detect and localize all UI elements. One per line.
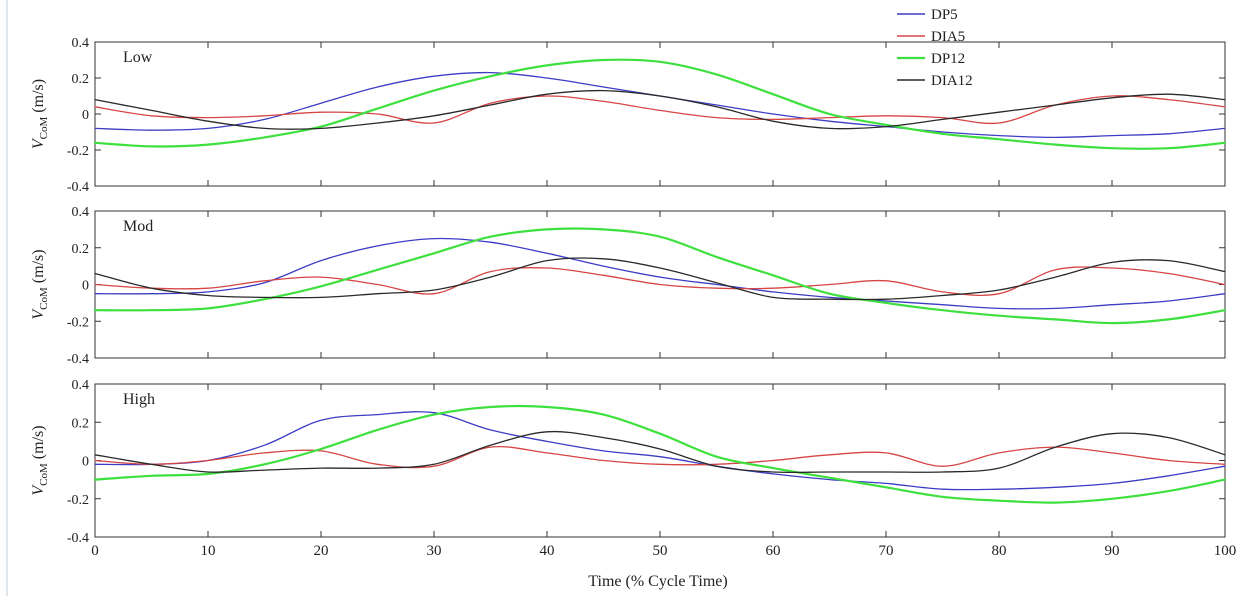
panel-low: -0.4 -0.2 0 0.2 0.4 Low VCoM (m/s): [30, 36, 1227, 195]
y-tick-label: 0.4: [72, 378, 90, 393]
x-tick-label: 90: [1105, 543, 1120, 559]
panel-high: -0.4 -0.2 0 0.2 0.4 0 10 20 30 40 50 60 70 80 90 100 Hig…: [30, 378, 1236, 559]
y-tick-label: -0.4: [67, 352, 89, 367]
y-tick-label: -0.2: [67, 493, 89, 508]
y-tick-label: 0.2: [72, 72, 90, 87]
x-tick-label: 10: [201, 543, 216, 559]
series-line-dia12: [94, 430, 1226, 474]
y-tick-label: -0.2: [67, 315, 89, 330]
series-line-dia12: [94, 89, 1226, 130]
y-tick-label: 0.4: [72, 205, 90, 220]
panel-title: Mod: [123, 218, 153, 235]
series-line-dp12: [93, 227, 1227, 325]
x-tick-label: 30: [427, 543, 442, 559]
series-line-dp12: [93, 404, 1227, 504]
legend-label-dp12: DP12: [931, 51, 965, 67]
y-tick-label: 0: [82, 108, 89, 123]
y-axis-label: VCoM (m/s): [30, 79, 50, 149]
series-line-dia5: [94, 266, 1226, 296]
y-tick-label: -0.2: [67, 144, 89, 159]
panels-group: -0.4 -0.2 0 0.2 0.4 Low VCoM (m/s) -0.4 -0.2 0 0.2…: [30, 36, 1236, 559]
x-tick-label: 60: [766, 543, 781, 559]
y-tick-label: 0: [82, 455, 89, 470]
panel-mod: -0.4 -0.2 0 0.2 0.4 Mod VCoM (m/s): [30, 205, 1227, 367]
y-tick-label: 0.4: [72, 36, 90, 51]
legend: DP5 DIA5 DP12 DIA12: [897, 7, 973, 89]
series-line-dp5: [94, 237, 1226, 310]
y-tick-label: 0.2: [72, 242, 90, 257]
y-tick-label: 0: [82, 279, 89, 294]
x-tick-label: 80: [992, 543, 1007, 559]
page-edge-rule: [6, 0, 8, 596]
x-tick-label: 20: [314, 543, 329, 559]
x-tick-label: 40: [540, 543, 555, 559]
x-tick-label: 70: [879, 543, 894, 559]
legend-label-dia12: DIA12: [931, 73, 973, 89]
plot-frame: [94, 41, 1226, 187]
y-axis-label: VCoM (m/s): [30, 249, 50, 319]
x-tick-label: 50: [653, 543, 668, 559]
y-tick-label: -0.4: [67, 180, 89, 195]
y-axis-label: VCoM (m/s): [30, 425, 50, 495]
panel-title: Low: [123, 49, 153, 66]
series-line-dia12: [94, 257, 1226, 301]
series-line-dia5: [94, 95, 1226, 125]
x-tick-label: 0: [91, 543, 99, 559]
plot-frame: [94, 383, 1226, 538]
y-tick-label: -0.4: [67, 531, 89, 546]
series-line-dp12: [93, 58, 1227, 150]
y-tick-label: 0.2: [72, 416, 90, 431]
legend-label-dia5: DIA5: [931, 29, 965, 45]
x-tick-label: 100: [1214, 543, 1237, 559]
x-axis-label: Time (% Cycle Time): [588, 573, 727, 590]
series-line-dp5: [94, 411, 1226, 491]
series-line-dia5: [94, 445, 1226, 469]
panel-title: High: [123, 391, 155, 408]
legend-label-dp5: DP5: [931, 7, 958, 23]
